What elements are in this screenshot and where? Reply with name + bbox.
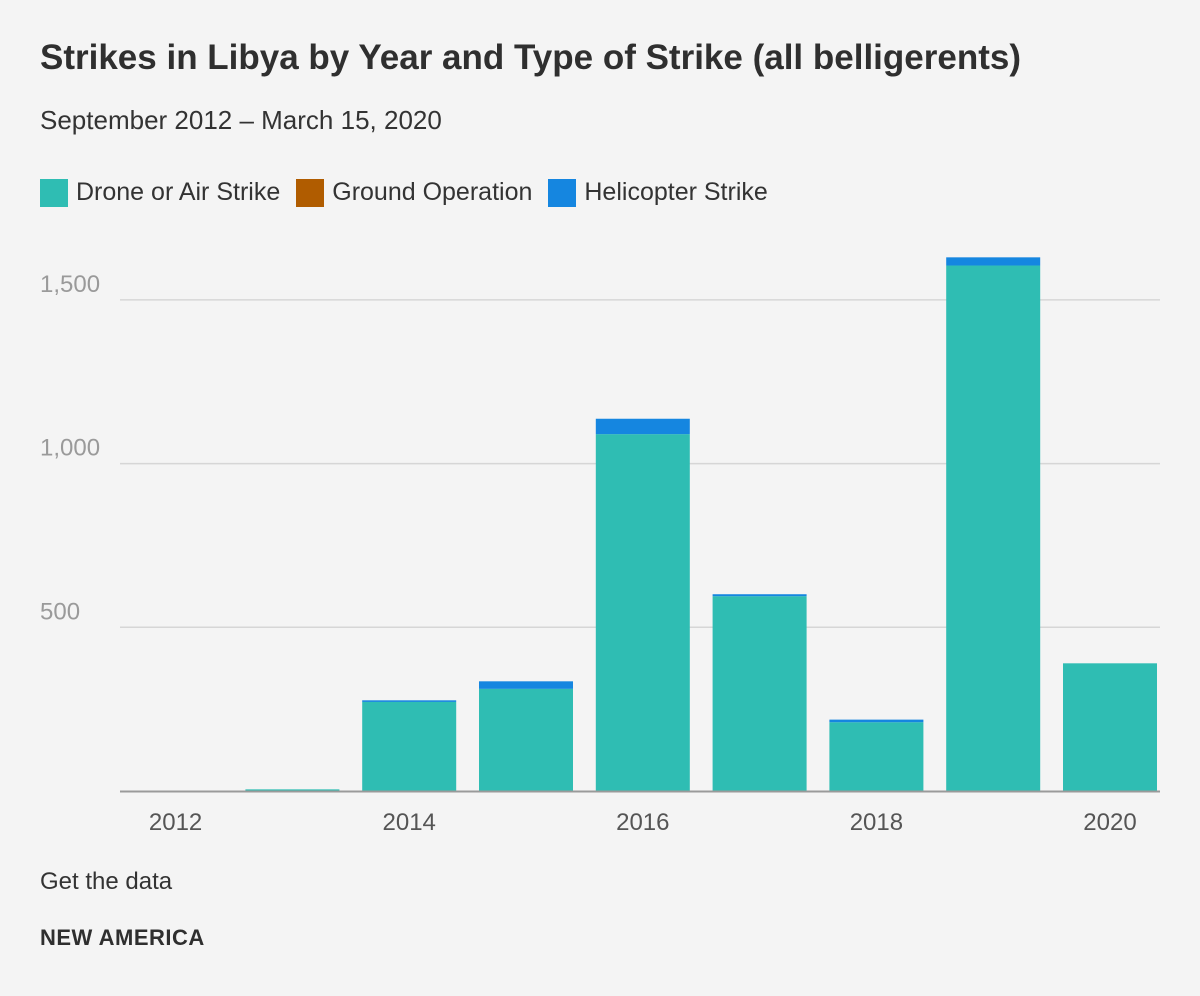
bar-2017-drone-or-air-strike[interactable] <box>712 596 807 791</box>
bar-2015-helicopter-strike[interactable] <box>479 681 573 689</box>
x-tick-label: 2012 <box>149 809 202 836</box>
y-tick-label: 1,000 <box>40 435 100 462</box>
bar-2018-drone-or-air-strike[interactable] <box>829 722 924 791</box>
x-tick-label: 2014 <box>383 809 436 836</box>
x-tick-label: 2020 <box>1083 809 1136 836</box>
legend-label-helicopter: Helicopter Strike <box>584 178 768 206</box>
legend-swatch-ground <box>296 178 325 207</box>
legend-label-drone: Drone or Air Strike <box>76 178 281 206</box>
brand-logo: NEW AMERICA <box>40 925 205 950</box>
legend-item-helicopter[interactable]: Helicopter Strike <box>548 178 768 207</box>
bar-2018-helicopter-strike[interactable] <box>829 719 924 723</box>
legend-label-ground: Ground Operation <box>332 178 533 206</box>
y-tick-label: 1,500 <box>40 271 100 298</box>
bar-2020-drone-or-air-strike[interactable] <box>1063 663 1157 791</box>
bar-2016-helicopter-strike[interactable] <box>595 418 690 435</box>
bar-2015-drone-or-air-strike[interactable] <box>479 688 573 791</box>
bar-2017-helicopter-strike[interactable] <box>712 594 807 597</box>
x-tick-label: 2016 <box>616 809 669 836</box>
chart-title: Strikes in Libya by Year and Type of Str… <box>40 38 1021 77</box>
bar-2019-helicopter-strike[interactable] <box>946 257 1041 266</box>
legend-item-ground[interactable]: Ground Operation <box>296 178 532 207</box>
legend-swatch-drone <box>40 178 68 207</box>
legend-item-drone[interactable]: Drone or Air Strike <box>40 178 280 207</box>
bar-2014-drone-or-air-strike[interactable] <box>362 701 457 791</box>
y-tick-label: 500 <box>40 598 80 625</box>
bar-2014-helicopter-strike[interactable] <box>362 700 457 702</box>
legend: Drone or Air Strike Ground Operation Hel… <box>40 178 784 207</box>
x-tick-label: 2018 <box>850 809 903 836</box>
bar-2016-drone-or-air-strike[interactable] <box>595 434 690 791</box>
bar-chart: 500 1,000 1,500 2012 2014 2016 2018 2020 <box>40 257 1160 836</box>
get-data-link[interactable]: Get the data <box>40 868 173 895</box>
chart-subtitle: September 2012 – March 15, 2020 <box>40 105 442 135</box>
bar-2019-drone-or-air-strike[interactable] <box>946 265 1041 791</box>
legend-swatch-helicopter <box>548 178 577 207</box>
bar-2013-drone-or-air-strike[interactable] <box>245 789 340 791</box>
